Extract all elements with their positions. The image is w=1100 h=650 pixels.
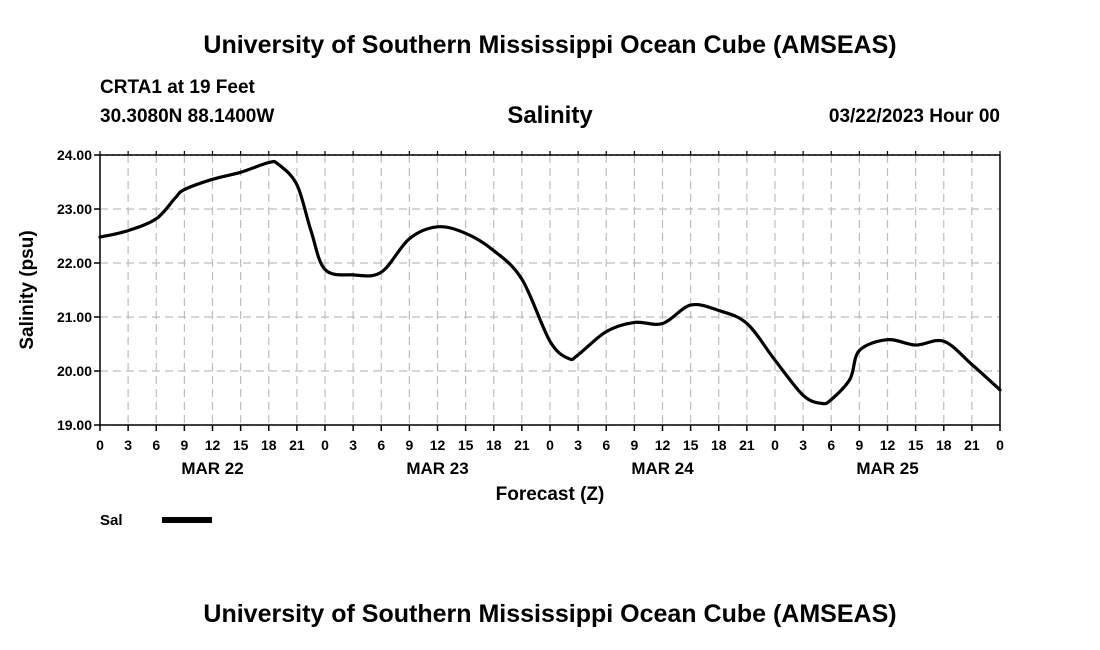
x-tick-label: 18 xyxy=(261,437,277,453)
x-tick-labels: 0 3 6 9 12 15 18 21 0 3 6 9 12 15 18 21 0 3 6 9 12 15 18 21 0 3 6 9… xyxy=(96,437,1004,453)
page-title: University of Southern Mississippi Ocean… xyxy=(203,31,897,59)
x-tick-label: 12 xyxy=(655,437,671,453)
day-label: MAR 25 xyxy=(856,459,918,478)
x-tick-label: 21 xyxy=(964,437,980,453)
x-tick-label: 6 xyxy=(152,437,160,453)
x-tick-label: 3 xyxy=(574,437,582,453)
x-tick-label: 21 xyxy=(289,437,305,453)
x-tick-label: 15 xyxy=(683,437,699,453)
y-tick-labels: 19.00 20.00 21.00 22.00 23.00 24.00 xyxy=(57,147,92,433)
day-label: MAR 24 xyxy=(631,459,694,478)
station-coordinates: 30.3080N 88.1400W xyxy=(100,106,275,127)
x-tick-label: 9 xyxy=(630,437,638,453)
x-tick-label: 15 xyxy=(908,437,924,453)
x-tick-label: 9 xyxy=(180,437,188,453)
forecast-datetime: 03/22/2023 Hour 00 xyxy=(828,106,1000,127)
y-axis-label: Salinity (psu) xyxy=(17,230,38,349)
x-tick-label: 0 xyxy=(321,437,329,453)
y-tick-label: 23.00 xyxy=(57,201,92,217)
x-tick-label: 6 xyxy=(377,437,385,453)
y-tick-label: 21.00 xyxy=(57,309,92,325)
x-tick-label: 0 xyxy=(96,437,104,453)
x-tick-label: 12 xyxy=(880,437,896,453)
x-tick-label: 3 xyxy=(349,437,357,453)
y-tick-label: 19.00 xyxy=(57,417,92,433)
footer-title: University of Southern Mississippi Ocean… xyxy=(203,600,897,628)
x-tick-label: 3 xyxy=(124,437,132,453)
y-tick-label: 24.00 xyxy=(57,147,92,163)
day-label: MAR 22 xyxy=(181,459,243,478)
x-tick-label: 12 xyxy=(205,437,221,453)
x-tick-label: 21 xyxy=(514,437,530,453)
chart-title: Salinity xyxy=(507,102,593,129)
x-tick-label: 18 xyxy=(711,437,727,453)
y-tick-label: 20.00 xyxy=(57,363,92,379)
x-tick-label: 9 xyxy=(405,437,413,453)
day-labels: MAR 22 MAR 23 MAR 24 MAR 25 xyxy=(181,459,918,478)
x-tick-label: 6 xyxy=(827,437,835,453)
legend-label: Sal xyxy=(100,512,123,529)
x-tick-label: 18 xyxy=(486,437,502,453)
x-tick-label: 0 xyxy=(546,437,554,453)
station-label: CRTA1 at 19 Feet xyxy=(100,77,255,98)
x-tick-label: 3 xyxy=(799,437,807,453)
grid-lines xyxy=(100,154,1000,426)
x-axis-label: Forecast (Z) xyxy=(496,484,605,505)
y-tick-label: 22.00 xyxy=(57,255,92,271)
x-tick-label: 12 xyxy=(430,437,446,453)
x-tick-label: 0 xyxy=(996,437,1004,453)
x-tick-label: 21 xyxy=(739,437,755,453)
x-tick-label: 6 xyxy=(602,437,610,453)
axis-ticks xyxy=(94,151,1001,431)
day-label: MAR 23 xyxy=(406,459,468,478)
x-tick-label: 0 xyxy=(771,437,779,453)
x-tick-label: 15 xyxy=(233,437,249,453)
x-tick-label: 15 xyxy=(458,437,474,453)
x-tick-label: 9 xyxy=(855,437,863,453)
salinity-series-line xyxy=(98,159,1002,406)
x-tick-label: 18 xyxy=(936,437,952,453)
